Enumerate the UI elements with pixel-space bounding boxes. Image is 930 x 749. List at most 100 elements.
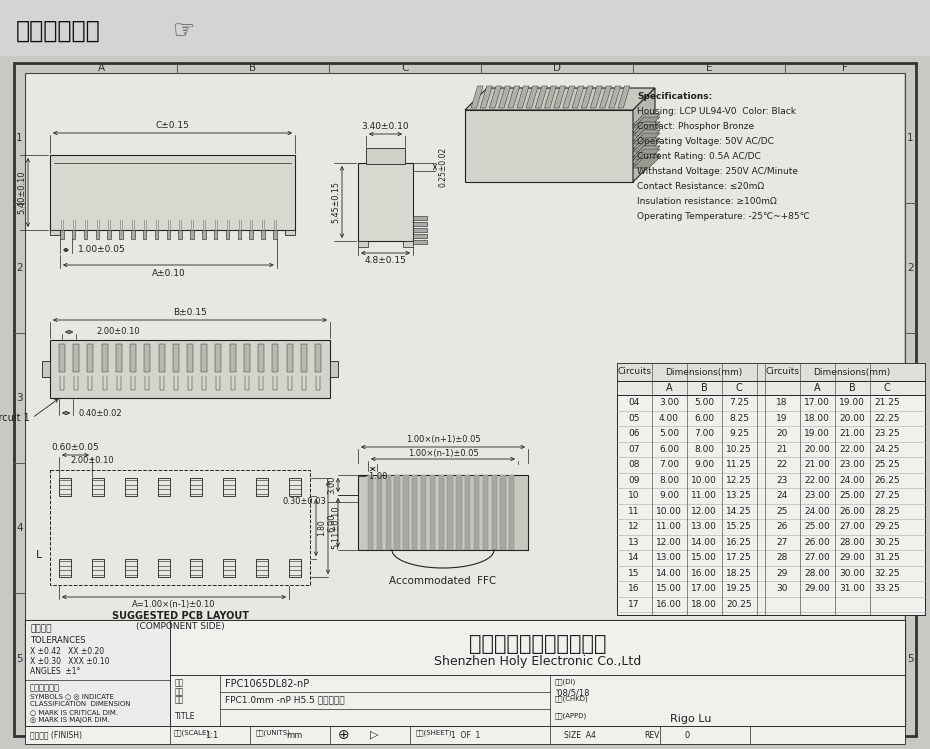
Bar bbox=[500, 475, 506, 550]
Polygon shape bbox=[608, 86, 620, 108]
Bar bbox=[179, 230, 182, 239]
Bar bbox=[403, 241, 413, 247]
Text: ◎ MARK IS MAJOR DIM.: ◎ MARK IS MAJOR DIM. bbox=[30, 717, 110, 723]
Text: 16.00: 16.00 bbox=[691, 568, 717, 577]
Text: 21.00: 21.00 bbox=[839, 429, 865, 438]
Text: 29.00: 29.00 bbox=[804, 584, 830, 593]
Text: D: D bbox=[553, 716, 561, 726]
Text: 17: 17 bbox=[629, 600, 640, 609]
Text: 单位(UNITS): 单位(UNITS) bbox=[256, 729, 291, 736]
Text: C: C bbox=[402, 63, 408, 73]
Text: 32.25: 32.25 bbox=[874, 568, 900, 577]
Text: 13.25: 13.25 bbox=[726, 491, 751, 500]
Bar bbox=[72, 230, 75, 239]
Text: 16: 16 bbox=[629, 584, 640, 593]
Text: 22: 22 bbox=[777, 460, 788, 470]
Bar bbox=[25, 73, 905, 726]
Text: 8.00: 8.00 bbox=[694, 445, 714, 454]
Text: Contact: Phosphor Bronze: Contact: Phosphor Bronze bbox=[637, 122, 754, 131]
Bar bbox=[259, 344, 264, 372]
Bar bbox=[144, 344, 151, 372]
Bar bbox=[430, 475, 435, 550]
Text: 8.00: 8.00 bbox=[659, 476, 679, 485]
Text: 30: 30 bbox=[777, 584, 788, 593]
Text: 23.00: 23.00 bbox=[804, 491, 830, 500]
Text: 2.00±0.10: 2.00±0.10 bbox=[70, 456, 113, 465]
Bar bbox=[413, 234, 427, 238]
Text: 29.00: 29.00 bbox=[839, 554, 865, 562]
Bar bbox=[256, 559, 268, 577]
Text: 0.30±0.03: 0.30±0.03 bbox=[282, 497, 326, 506]
Polygon shape bbox=[633, 125, 660, 136]
Text: 20.25: 20.25 bbox=[726, 600, 751, 609]
Bar bbox=[60, 230, 63, 239]
Bar bbox=[214, 230, 218, 239]
Bar bbox=[87, 344, 93, 372]
Text: 14.00: 14.00 bbox=[657, 568, 682, 577]
Text: 9.25: 9.25 bbox=[729, 429, 749, 438]
Bar bbox=[154, 230, 158, 239]
Bar bbox=[157, 559, 169, 577]
Polygon shape bbox=[633, 133, 660, 144]
Bar bbox=[119, 230, 123, 239]
Text: 5.11±0.10: 5.11±0.10 bbox=[331, 506, 340, 549]
Bar bbox=[73, 344, 79, 372]
Text: X ±0.42   XX ±0.20: X ±0.42 XX ±0.20 bbox=[30, 647, 104, 656]
Text: X ±0.30   XXX ±0.10: X ±0.30 XXX ±0.10 bbox=[30, 657, 110, 666]
Polygon shape bbox=[633, 88, 655, 182]
Bar bbox=[170, 675, 905, 726]
Text: 在线图纸下载: 在线图纸下载 bbox=[16, 19, 100, 43]
Bar bbox=[412, 475, 418, 550]
Bar bbox=[191, 478, 203, 496]
Text: mm: mm bbox=[286, 730, 302, 739]
Bar bbox=[244, 344, 250, 372]
Bar bbox=[474, 475, 479, 550]
Text: 13: 13 bbox=[629, 538, 640, 547]
Bar bbox=[170, 620, 905, 675]
Bar bbox=[413, 240, 427, 244]
Text: B: B bbox=[249, 63, 257, 73]
Text: 11.25: 11.25 bbox=[726, 460, 751, 470]
Text: A±0.10: A±0.10 bbox=[152, 269, 185, 278]
Text: 7.25: 7.25 bbox=[729, 398, 749, 407]
Bar bbox=[386, 475, 391, 550]
Text: Current Rating: 0.5A AC/DC: Current Rating: 0.5A AC/DC bbox=[637, 152, 761, 161]
Bar bbox=[413, 216, 427, 220]
Bar bbox=[413, 222, 427, 226]
Text: 24: 24 bbox=[777, 491, 788, 500]
Text: 05: 05 bbox=[629, 413, 640, 422]
Text: B±0.15: B±0.15 bbox=[173, 308, 206, 317]
Bar bbox=[492, 475, 497, 550]
Text: 14: 14 bbox=[629, 554, 640, 562]
Text: 04: 04 bbox=[629, 398, 640, 407]
Text: 9.00: 9.00 bbox=[694, 460, 714, 470]
Text: 3.00: 3.00 bbox=[327, 476, 336, 494]
Bar bbox=[50, 470, 310, 585]
Bar bbox=[617, 363, 925, 615]
Text: 0.40±0.02: 0.40±0.02 bbox=[78, 408, 122, 417]
Bar bbox=[272, 344, 278, 372]
Text: Dimensions(mm): Dimensions(mm) bbox=[814, 368, 891, 377]
Text: (COMPONENT SIDE): (COMPONENT SIDE) bbox=[136, 622, 224, 631]
Text: 图号: 图号 bbox=[175, 687, 184, 696]
Text: 18: 18 bbox=[777, 398, 788, 407]
Text: 18.25: 18.25 bbox=[726, 568, 751, 577]
Bar bbox=[366, 148, 405, 164]
Text: 33.25: 33.25 bbox=[874, 584, 900, 593]
Bar bbox=[368, 475, 373, 550]
Bar bbox=[238, 230, 241, 239]
Text: Rigo Lu: Rigo Lu bbox=[670, 714, 711, 724]
Polygon shape bbox=[465, 88, 655, 110]
Text: 25: 25 bbox=[777, 507, 788, 516]
Text: 20.00: 20.00 bbox=[839, 413, 865, 422]
Bar bbox=[92, 559, 104, 577]
Text: 5.00: 5.00 bbox=[659, 429, 679, 438]
Text: C: C bbox=[884, 383, 890, 393]
Text: 6.00: 6.00 bbox=[327, 513, 336, 532]
Text: D: D bbox=[553, 63, 561, 73]
Text: 2: 2 bbox=[16, 263, 23, 273]
Text: Contact Resistance: ≤20mΩ: Contact Resistance: ≤20mΩ bbox=[637, 182, 764, 191]
Text: 1.00×(n+1)±0.05: 1.00×(n+1)±0.05 bbox=[405, 435, 480, 444]
Bar bbox=[483, 475, 488, 550]
Text: 审核(CHKD): 审核(CHKD) bbox=[555, 695, 589, 702]
